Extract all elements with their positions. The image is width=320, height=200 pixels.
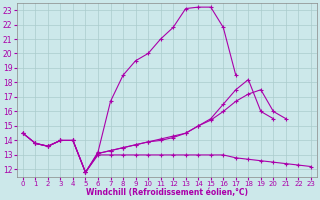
X-axis label: Windchill (Refroidissement éolien,°C): Windchill (Refroidissement éolien,°C) (86, 188, 248, 197)
